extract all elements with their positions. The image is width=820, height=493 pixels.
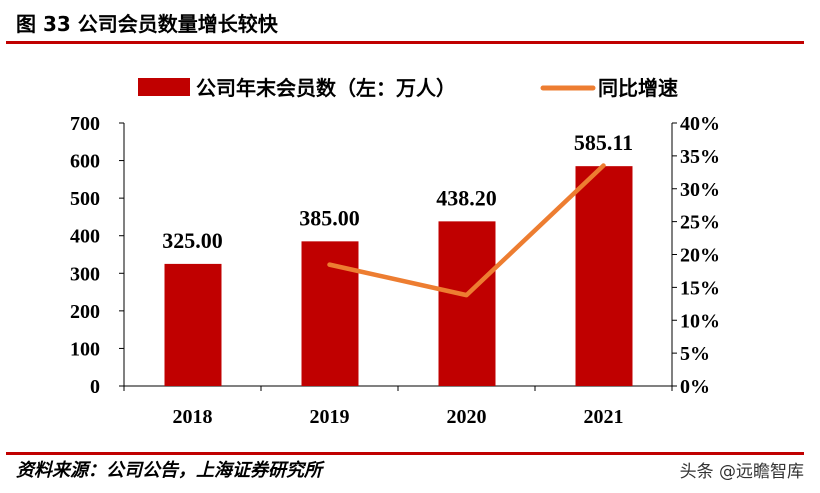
x-tick-label: 2018 [173, 406, 213, 428]
right-tick-label: 0% [680, 376, 710, 398]
bar [438, 221, 496, 386]
right-tick-label: 25% [680, 212, 720, 234]
right-tick-label: 10% [680, 310, 720, 332]
left-tick-label: 300 [70, 263, 100, 285]
right-tick-label: 35% [680, 146, 720, 168]
left-tick-label: 600 [70, 151, 100, 173]
right-tick-label: 20% [680, 245, 720, 267]
x-tick-label: 2020 [447, 406, 487, 428]
left-tick-label: 0 [90, 376, 100, 398]
legend-bar-label: 公司年末会员数（左：万人） [196, 76, 456, 100]
x-tick-label: 2021 [584, 406, 624, 428]
bar-data-label: 385.00 [299, 205, 360, 230]
bar-data-label: 438.20 [436, 185, 497, 210]
figure-title: 图 33 公司会员数量增长较快 [16, 12, 278, 36]
right-tick-label: 5% [680, 343, 710, 365]
right-tick-label: 40% [680, 113, 720, 135]
left-tick-label: 700 [70, 113, 100, 135]
bar-data-label: 325.00 [162, 228, 223, 253]
title-rule [6, 41, 804, 44]
right-tick-label: 15% [680, 277, 720, 299]
right-tick-label: 30% [680, 179, 720, 201]
left-tick-label: 200 [70, 301, 100, 323]
legend: 公司年末会员数（左：万人） 同比增速 [138, 76, 678, 100]
bar [575, 166, 633, 386]
bar [164, 263, 222, 386]
footer-rule [6, 452, 804, 455]
left-tick-label: 100 [70, 338, 100, 360]
watermark: 头条 @远瞻智库 [679, 462, 804, 482]
left-tick-label: 400 [70, 226, 100, 248]
source-note: 资料来源：公司公告，上海证券研究所 [16, 460, 322, 481]
x-tick-label: 2019 [310, 406, 350, 428]
chart: 公司年末会员数（左：万人） 同比增速 0 100 200 300 400 500 600 70… [70, 76, 720, 428]
left-tick-label: 500 [70, 188, 100, 210]
legend-bar-swatch [138, 78, 190, 96]
legend-line-label: 同比增速 [598, 76, 678, 100]
bar-data-label: 585.11 [574, 130, 633, 155]
